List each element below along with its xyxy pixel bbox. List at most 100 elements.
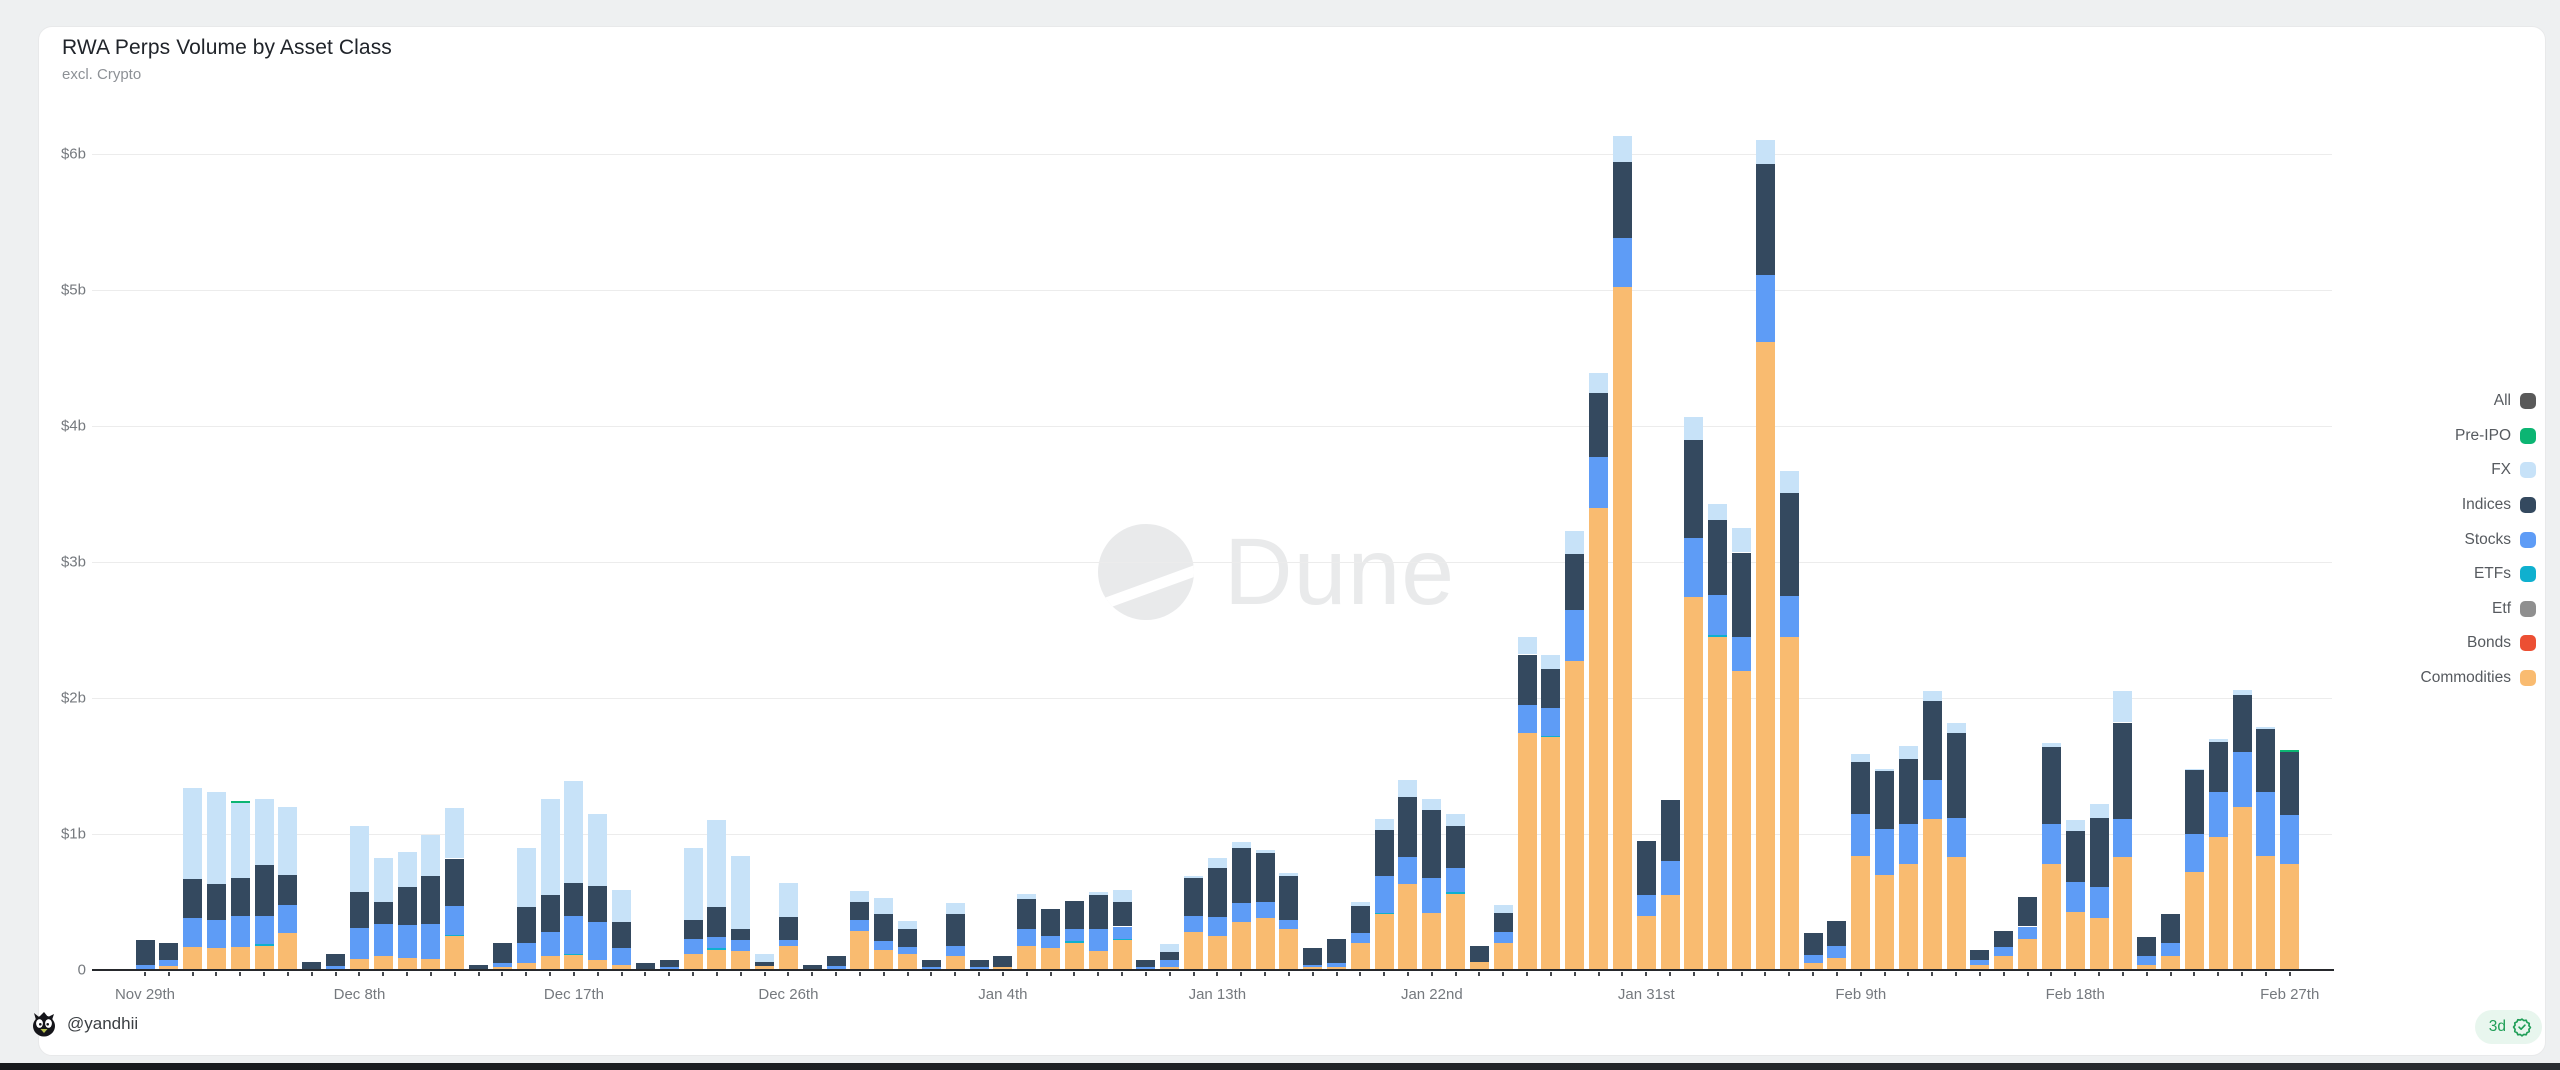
bar-dec-8[interactable] [349,825,369,970]
bar-jan-17[interactable] [1303,948,1323,970]
bar-jan-23[interactable] [1446,813,1466,970]
bar-jan-21[interactable] [1398,779,1418,970]
bar-feb-18[interactable] [2065,820,2085,970]
bar-jan-24[interactable] [1469,945,1489,970]
bar-feb-21[interactable] [2137,937,2157,970]
bar-feb-1[interactable] [1660,800,1680,970]
bar-segment-indices [1279,876,1299,920]
legend-item-indices[interactable]: Indices [2421,488,2536,523]
bar-jan-13[interactable] [1207,858,1227,970]
legend-item-fx[interactable]: FX [2421,453,2536,488]
bar-dec-10[interactable] [397,851,417,970]
bar-feb-15[interactable] [1994,930,2014,970]
bar-jan-26[interactable] [1517,636,1537,970]
bar-jan-14[interactable] [1231,842,1251,970]
bar-dec-12[interactable] [445,808,465,970]
bar-dec-22[interactable] [683,847,703,970]
bar-feb-11[interactable] [1898,745,1918,970]
bar-dec-15[interactable] [516,847,536,970]
bar-dec-5[interactable] [278,806,298,970]
legend-item-all[interactable]: All [2421,384,2536,419]
bar-jan-27[interactable] [1541,654,1561,970]
bar-jan-19[interactable] [1350,902,1370,970]
bar-feb-12[interactable] [1922,691,1942,970]
bar-feb-20[interactable] [2113,691,2133,970]
author-attribution[interactable]: @yandhii [30,1010,138,1038]
bar-feb-4[interactable] [1732,528,1752,970]
bar-jan-4[interactable] [993,956,1013,970]
bar-feb-13[interactable] [1946,722,1966,970]
bar-jan-28[interactable] [1565,530,1585,970]
bar-nov-30[interactable] [159,942,179,970]
bar-dec-7[interactable] [326,953,346,970]
bar-dec-11[interactable] [421,835,441,970]
bar-nov-29[interactable] [135,940,155,970]
bar-jan-7[interactable] [1064,900,1084,970]
bar-feb-5[interactable] [1755,140,1775,970]
bar-jan-9[interactable] [1112,889,1132,970]
bar-segment-indices [2208,741,2228,792]
bar-dec-14[interactable] [492,942,512,970]
legend-item-stocks[interactable]: Stocks [2421,522,2536,557]
bar-dec-2[interactable] [206,791,226,970]
bar-feb-2[interactable] [1684,416,1704,970]
bar-jan-11[interactable] [1160,944,1180,970]
bar-jan-15[interactable] [1255,850,1275,970]
bar-dec-18[interactable] [588,813,608,970]
bar-feb-9[interactable] [1851,753,1871,970]
bar-feb-27[interactable] [2280,749,2300,970]
bar-segment-stocks [1303,964,1323,968]
bar-dec-1[interactable] [183,787,203,970]
legend-item-etfs[interactable]: ETFs [2421,557,2536,592]
bar-feb-25[interactable] [2232,689,2252,970]
bar-segment-indices [1803,933,1823,956]
x-axis-tick [692,972,695,976]
bar-feb-10[interactable] [1875,768,1895,970]
bar-jan-29[interactable] [1589,372,1609,970]
legend-item-commodities[interactable]: Commodities [2421,661,2536,696]
bar-dec-25[interactable] [755,953,775,970]
bar-jan-30[interactable] [1612,136,1632,970]
bar-dec-16[interactable] [540,798,560,970]
bar-feb-6[interactable] [1779,470,1799,970]
bar-dec-29[interactable] [850,891,870,970]
bar-feb-7[interactable] [1803,933,1823,970]
bar-jan-12[interactable] [1184,876,1204,970]
bar-dec-3[interactable] [230,801,250,970]
x-axis-tick [906,972,909,976]
legend-item-etf[interactable]: Etf [2421,592,2536,627]
bar-jan-25[interactable] [1493,904,1513,970]
bar-feb-23[interactable] [2184,768,2204,970]
bar-dec-4[interactable] [254,798,274,970]
bar-jan-22[interactable] [1422,798,1442,970]
bar-jan-18[interactable] [1327,938,1346,970]
bar-jan-6[interactable] [1041,908,1061,970]
freshness-badge[interactable]: 3d [2474,1010,2542,1044]
bar-dec-17[interactable] [564,780,584,970]
bar-feb-24[interactable] [2208,738,2228,970]
bar-jan-31[interactable] [1636,840,1656,970]
bar-feb-3[interactable] [1708,503,1728,970]
bar-feb-22[interactable] [2161,914,2181,970]
bar-dec-26[interactable] [778,882,798,970]
bar-jan-2[interactable] [945,903,965,970]
bar-dec-31[interactable] [898,921,918,970]
bar-feb-19[interactable] [2089,804,2109,970]
bar-jan-8[interactable] [1088,892,1108,970]
bar-dec-30[interactable] [874,897,894,970]
bar-jan-5[interactable] [1017,893,1037,970]
bar-jan-16[interactable] [1279,873,1299,970]
bar-feb-16[interactable] [2018,896,2038,970]
bar-dec-9[interactable] [373,858,393,970]
bar-dec-24[interactable] [731,855,751,970]
legend-item-pre-ipo[interactable]: Pre-IPO [2421,419,2536,454]
bar-feb-17[interactable] [2041,742,2061,970]
bar-feb-8[interactable] [1827,921,1847,970]
legend-item-bonds[interactable]: Bonds [2421,626,2536,661]
bar-dec-23[interactable] [707,820,727,970]
bar-dec-28[interactable] [826,956,846,970]
bar-jan-20[interactable] [1374,819,1394,970]
bar-feb-14[interactable] [1970,949,1990,970]
bar-dec-19[interactable] [612,889,632,970]
bar-feb-26[interactable] [2256,726,2276,970]
